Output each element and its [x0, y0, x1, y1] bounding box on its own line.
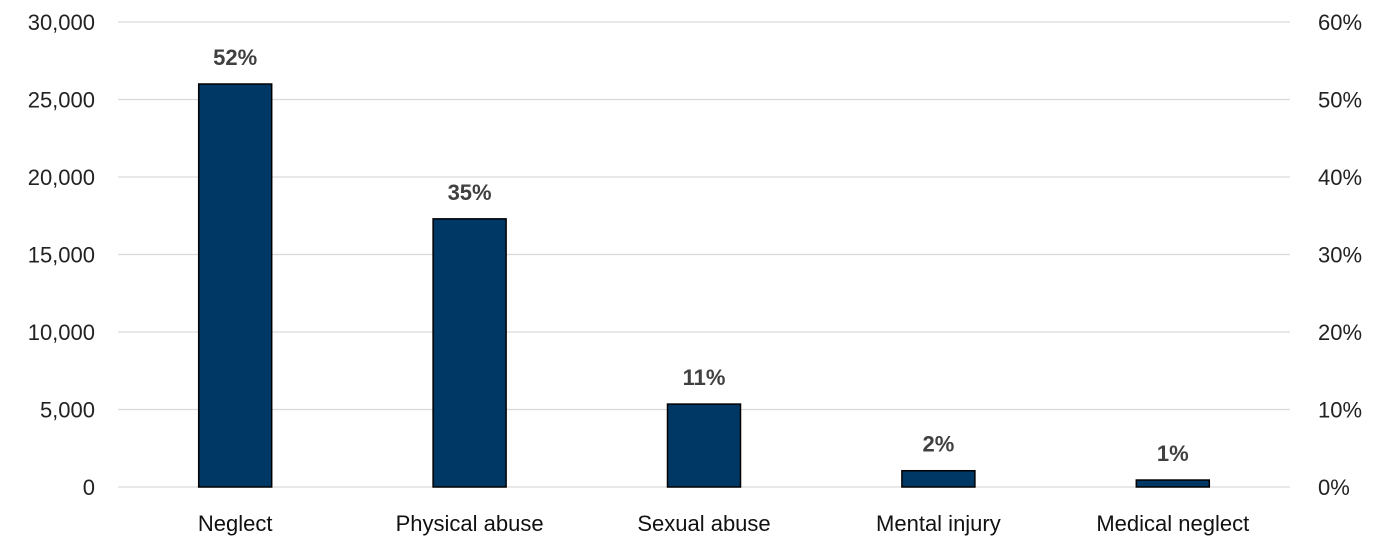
right-axis-tick-label: 40% [1318, 165, 1362, 190]
category-label: Sexual abuse [637, 511, 770, 536]
bar-physical-abuse [432, 218, 507, 488]
data-label: 11% [683, 365, 726, 390]
left-axis-tick-label: 0 [83, 475, 95, 500]
gridlines [118, 21, 1290, 488]
left-axis: 0 5,000 10,000 15,000 20,000 25,000 30,000 [28, 10, 95, 500]
bar-medical-neglect [1135, 479, 1211, 488]
right-axis-tick-label: 20% [1318, 320, 1362, 345]
right-axis-tick-label: 30% [1318, 243, 1362, 268]
right-axis-tick-label: 50% [1318, 88, 1362, 113]
left-axis-tick-label: 5,000 [40, 398, 95, 423]
left-axis-tick-label: 30,000 [28, 10, 95, 35]
data-label: 2% [923, 432, 955, 457]
right-axis-tick-label: 10% [1318, 398, 1362, 423]
data-labels: 52% 35% 11% 2% 1% [213, 45, 1189, 466]
right-axis: 0% 10% 20% 30% 40% 50% 60% [1318, 10, 1362, 500]
category-label: Physical abuse [396, 511, 544, 536]
right-axis-tick-label: 0% [1318, 475, 1350, 500]
left-axis-tick-label: 15,000 [28, 243, 95, 268]
bar-sexual-abuse [666, 403, 742, 488]
category-label: Medical neglect [1096, 511, 1249, 536]
category-label: Neglect [198, 511, 273, 536]
category-label: Mental injury [876, 511, 1001, 536]
data-label: 1% [1157, 441, 1189, 466]
left-axis-tick-label: 25,000 [28, 88, 95, 113]
left-axis-tick-label: 20,000 [28, 165, 95, 190]
bar-mental-injury [901, 469, 976, 488]
bar-neglect [197, 83, 273, 488]
data-label: 35% [448, 180, 492, 205]
data-label: 52% [213, 45, 257, 70]
right-axis-tick-label: 60% [1318, 10, 1362, 35]
category-labels: Neglect Physical abuse Sexual abuse Mental … [198, 511, 1249, 536]
left-axis-tick-label: 10,000 [28, 320, 95, 345]
bars [197, 83, 1211, 488]
